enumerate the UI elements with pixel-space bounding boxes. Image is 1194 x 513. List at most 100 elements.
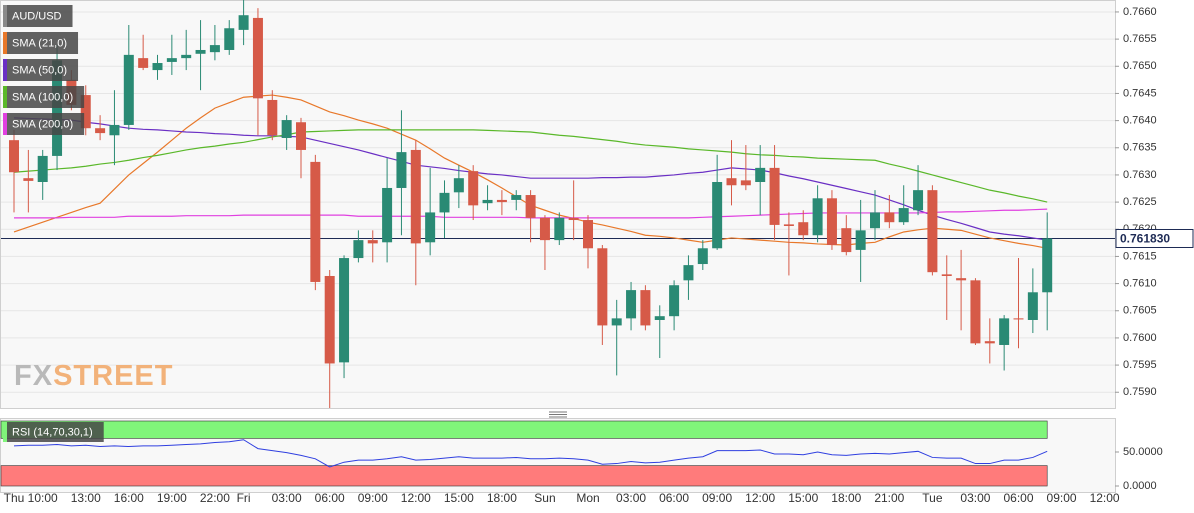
x-tick-label: 15:00 [444,491,474,505]
x-tick-label: 09:00 [1047,491,1077,505]
candle-body [166,58,177,62]
watermark-fx: FX [14,360,53,392]
candle-body [439,192,450,213]
candle-body [511,195,522,200]
candle-body [870,212,880,229]
candle-body [224,28,235,50]
candle-body [382,187,393,243]
candle-body [669,285,680,317]
legend-box [3,5,73,27]
y-tick-label: 0.7640 [1123,115,1157,127]
candle-body [324,275,335,364]
candle-body [1013,318,1024,320]
legend-box [3,32,79,54]
candle-body [597,248,608,326]
legend-box [3,113,85,135]
candle-body [826,198,837,246]
candle-body [611,318,622,326]
candle-body [252,17,263,99]
legend-swatch [3,59,7,81]
candle-body [138,58,149,68]
legend-box [3,86,85,108]
candle-body [568,217,579,221]
x-tick-label: 12:00 [401,491,431,505]
pane-splitter [549,411,567,418]
x-tick-label: 19:00 [157,491,187,505]
candle-body [52,60,63,156]
x-tick-label: 09:00 [358,491,388,505]
x-tick-label: 12:00 [1090,491,1120,505]
legend-swatch [3,86,7,108]
x-tick-label: 15:00 [788,491,818,505]
x-tick-label: 09:00 [702,491,732,505]
candle-body [798,222,809,236]
x-tick-label: Thu [4,491,25,505]
legend-label: SMA (100,0) [12,91,73,103]
candle-body [654,316,665,320]
y-tick-label: 0.7660 [1123,6,1157,18]
candle-body [740,180,751,186]
candle-body [755,167,766,182]
candle-body [941,274,952,276]
candle-body [1027,292,1038,320]
x-tick-label: Mon [576,491,599,505]
x-tick-label: 12:00 [745,491,775,505]
candle-body [296,122,306,150]
legend-label: SMA (21,0) [12,37,67,49]
candle-body [95,128,106,134]
x-tick-label: 18:00 [487,491,517,505]
candle-body [195,49,206,54]
candle-body [913,190,924,211]
candle-body [281,120,292,138]
x-tick-label: Tue [922,491,943,505]
y-tick-label: 0.7655 [1123,33,1157,45]
candle-body [367,240,378,244]
x-tick-label: 13:00 [71,491,101,505]
legend-swatch [3,5,7,27]
candle-body [209,45,220,53]
legend-box [3,422,104,442]
legend-label: AUD/USD [12,10,62,22]
candle-body [482,199,493,204]
candle-body [396,152,407,188]
last-price-label: 0.761830 [1120,232,1170,246]
candle-body [884,212,895,223]
x-tick-label: 06:00 [1003,491,1033,505]
candle-body [1042,238,1053,293]
candle-body [640,290,651,326]
candle-body [769,167,780,225]
candle-body [783,224,794,227]
y-tick-label: 0.7605 [1123,305,1157,317]
y-tick-label: 0.7645 [1123,87,1157,99]
x-tick-label: 21:00 [874,491,904,505]
y-tick-label: 50.0000 [1123,446,1163,458]
candle-body [496,199,507,203]
x-tick-label: 03:00 [272,491,302,505]
last-price-tag [1115,228,1194,248]
y-tick-label: 0.7610 [1123,277,1157,289]
legend-label: SMA (200,0) [12,118,73,130]
y-tick-label: 0.7635 [1123,142,1157,154]
x-tick-label: 03:00 [960,491,990,505]
x-tick-label: 16:00 [114,491,144,505]
candle-body [712,181,723,249]
candle-body [181,54,192,59]
candle-body [238,15,249,30]
legend: AUD/USD SMA (21,0) SMA (50,0) SMA (100,0) SM… [3,5,104,442]
candle-body [984,341,995,344]
candle-body [841,228,852,253]
candle-body [123,54,134,125]
y-tick-label: 0.7595 [1123,359,1157,371]
candle-body [697,248,708,265]
candle-body [310,161,321,282]
candle-body [80,95,91,129]
legend-label: RSI (14,70,30,1) [12,426,93,438]
y-tick-label: 0.7600 [1123,332,1157,344]
candle-body [453,178,464,193]
candle-body [37,155,48,182]
candle-body [23,178,34,181]
candle-body [683,265,694,281]
y-tick-label: 0.7590 [1123,386,1157,398]
candle-body [554,217,565,241]
candle-body [583,220,593,249]
